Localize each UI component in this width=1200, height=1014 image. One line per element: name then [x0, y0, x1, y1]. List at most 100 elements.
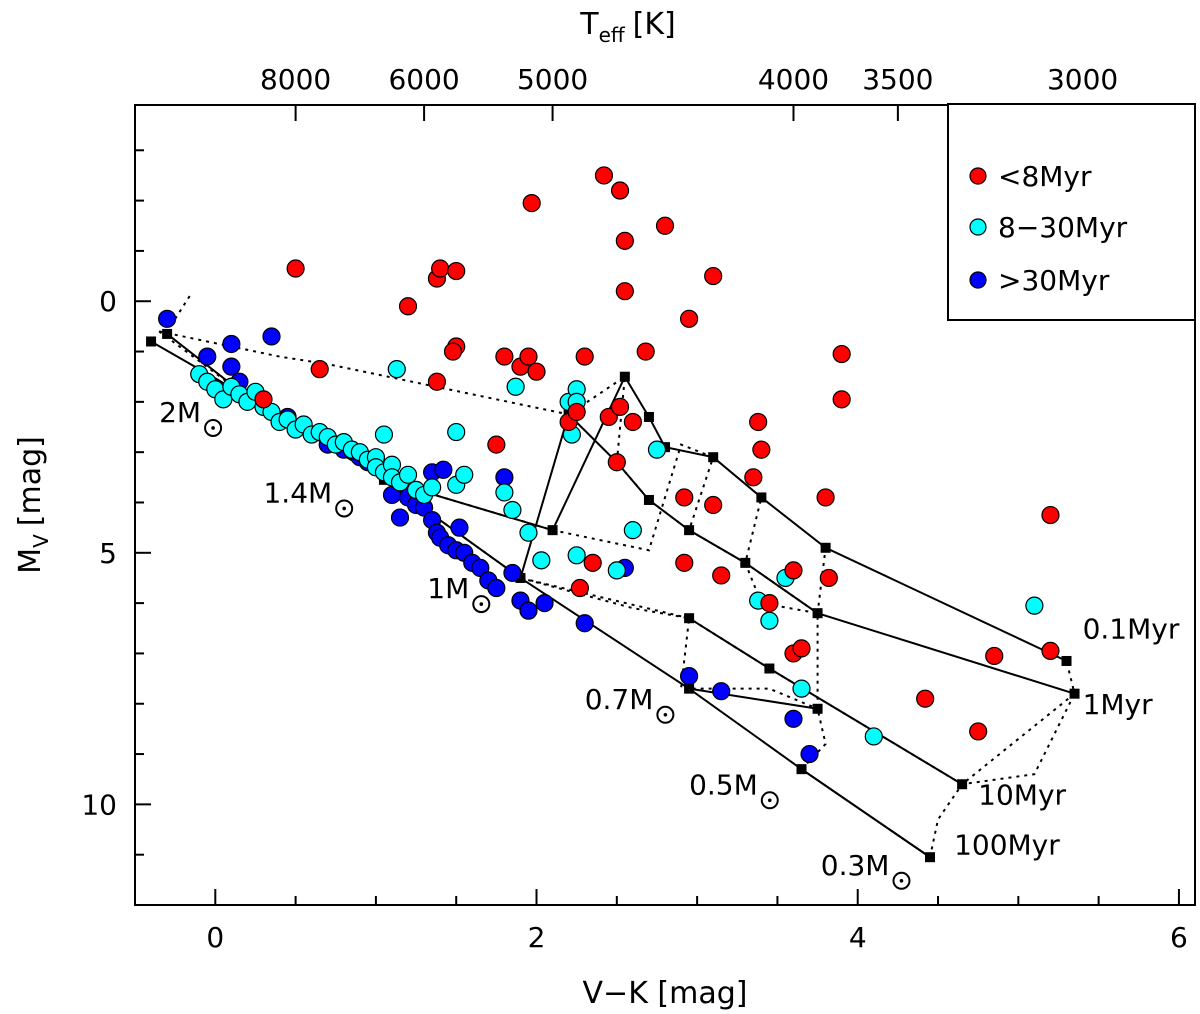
track-marker — [796, 764, 807, 775]
data-point — [427, 372, 447, 391]
data-point — [522, 194, 541, 213]
track-marker — [812, 608, 823, 619]
data-point — [679, 666, 699, 686]
sun-symbol-icon — [204, 418, 223, 437]
sun-symbol-icon — [335, 499, 354, 518]
data-point — [832, 344, 851, 364]
data-point — [198, 347, 217, 366]
data-point — [636, 342, 655, 361]
data-point — [567, 546, 586, 565]
sun-symbol-icon — [760, 791, 779, 810]
data-point — [447, 422, 466, 442]
mass-label: 2M — [159, 396, 201, 429]
top-tick-label: 4000 — [758, 63, 829, 96]
data-point — [647, 440, 667, 459]
data-point — [615, 231, 634, 250]
data-point — [262, 327, 281, 346]
data-point — [615, 282, 634, 301]
isochrone-label: 10Myr — [978, 778, 1066, 811]
data-point — [760, 594, 779, 613]
data-point — [792, 679, 811, 698]
data-point — [398, 465, 418, 484]
data-point — [286, 259, 305, 278]
data-point — [222, 357, 241, 376]
data-point — [607, 453, 626, 472]
data-point — [503, 500, 522, 520]
data-point — [567, 402, 586, 422]
chart-labels: 2M 1.4M 1M 0.7M 0.5M 0.3M 0.1Myr 1Myr 10Myr 100My… — [159, 396, 1180, 890]
isochrone-label: 1Myr — [1083, 688, 1154, 721]
data-point — [495, 468, 514, 487]
data-point — [704, 495, 723, 515]
data-point — [712, 566, 731, 585]
legend-box — [947, 103, 1196, 321]
data-point — [969, 722, 988, 741]
track-marker — [957, 779, 968, 790]
data-point — [398, 297, 418, 316]
track-marker — [820, 542, 831, 553]
top-tick-label: 8000 — [260, 63, 331, 96]
y-axis-title-sub: V — [29, 534, 53, 548]
legend-marker-8-30myr — [969, 218, 987, 236]
x-tick-label: 4 — [849, 921, 867, 954]
y-axis-title: MV [mag] — [13, 436, 53, 574]
data-point — [623, 412, 642, 432]
data-point — [431, 259, 450, 278]
data-point — [222, 334, 241, 354]
data-point — [495, 483, 514, 502]
data-point — [423, 478, 442, 497]
data-point — [675, 488, 694, 507]
x-tick-label: 6 — [1170, 921, 1188, 954]
y-axis-title-main: M — [13, 548, 48, 574]
data-point — [819, 568, 838, 588]
data-point — [583, 553, 602, 572]
data-point — [158, 309, 177, 328]
sun-symbol-icon — [892, 871, 911, 890]
track-marker — [764, 663, 775, 674]
track-marker — [515, 572, 526, 583]
x-axis-title: V−K [mag] — [583, 976, 748, 1011]
sun-symbol-dot-icon — [899, 879, 904, 883]
data-point — [675, 553, 694, 572]
data-point — [744, 468, 763, 487]
data-point — [447, 261, 466, 281]
mass-track-line — [688, 687, 818, 710]
data-point — [506, 377, 525, 396]
sun-symbol-dot-icon — [767, 798, 772, 803]
data-point — [752, 440, 771, 459]
track-marker — [708, 452, 719, 463]
data-point — [749, 412, 768, 432]
data-point — [916, 689, 935, 708]
mass-label: 1.4M — [263, 476, 332, 509]
y-axis-title-unit: [mag] — [13, 436, 48, 526]
sun-symbol-icon — [656, 705, 675, 724]
legend: <8Myr 8−30Myr >30Myr — [947, 103, 1196, 321]
data-point — [655, 216, 675, 235]
legend-label-lt8myr: <8Myr — [998, 160, 1092, 193]
data-point — [575, 614, 594, 633]
axis-ticks: 0 2 4 6 0 5 10 8000 6000 5000 4000 3500 3000 — [81, 63, 1187, 954]
data-point — [610, 397, 630, 416]
top-axis-title-main: T — [579, 7, 599, 42]
data-point — [527, 362, 546, 381]
mass-track-line — [800, 768, 931, 859]
track-marker — [740, 557, 751, 568]
legend-label-8-30myr: 8−30Myr — [998, 211, 1128, 244]
sun-symbol-dot-icon — [663, 712, 668, 717]
data-point — [387, 360, 406, 379]
data-point — [784, 561, 803, 580]
mass-label: 0.5M — [689, 768, 758, 801]
legend-marker-gt30myr — [969, 271, 987, 289]
data-point — [487, 578, 506, 598]
data-point — [1041, 641, 1060, 661]
data-point — [519, 347, 538, 366]
track-marker — [756, 492, 767, 503]
plot-frame — [134, 104, 1196, 906]
track-marker — [925, 852, 935, 863]
top-tick-label: 3000 — [1047, 63, 1118, 96]
data-point — [532, 551, 551, 570]
y-tick-label: 5 — [99, 537, 117, 570]
data-point — [450, 518, 469, 537]
data-point — [704, 266, 723, 286]
